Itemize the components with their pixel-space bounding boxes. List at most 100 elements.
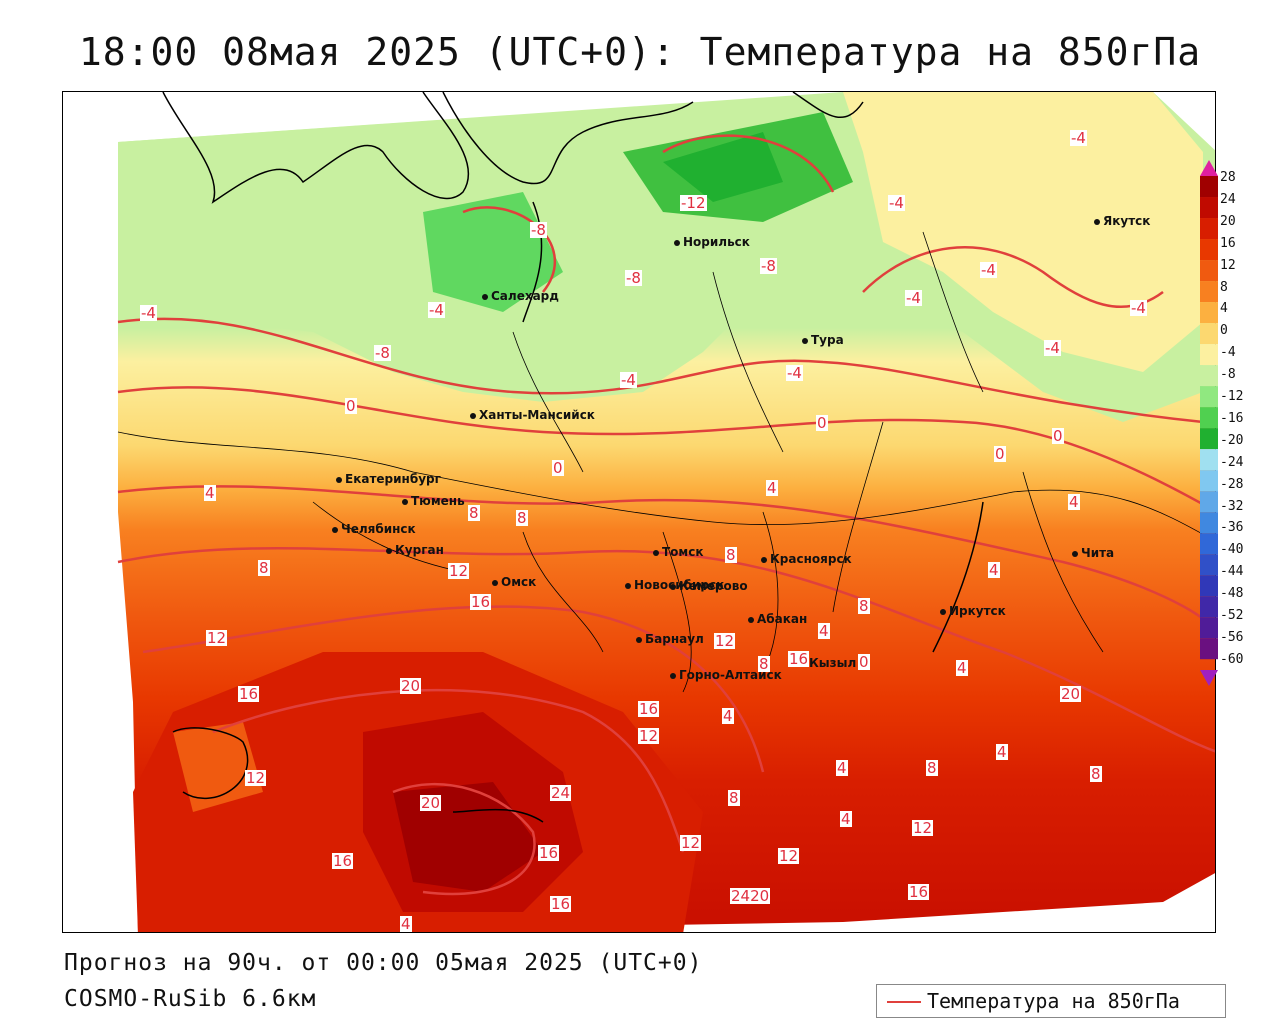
isotherm-label: -4 bbox=[905, 289, 922, 307]
city-dot bbox=[1072, 550, 1078, 557]
isotherm-label: -8 bbox=[625, 269, 642, 287]
city-name: Иркутск bbox=[949, 604, 1006, 618]
scale-tick-label: 8 bbox=[1220, 279, 1228, 295]
city-name: Кемерово bbox=[679, 579, 748, 593]
scale-swatch bbox=[1200, 365, 1218, 387]
isotherm-label: 8 bbox=[926, 759, 938, 777]
city-marker: Барнаул bbox=[636, 632, 704, 646]
isotherm-label: 12 bbox=[638, 727, 660, 745]
isotherm-label: 20 bbox=[1060, 685, 1082, 703]
city-name: Екатеринбург bbox=[345, 472, 441, 486]
isotherm-label: 16 bbox=[908, 883, 930, 901]
scale-tick-label: 12 bbox=[1220, 257, 1236, 273]
isotherm-label: 8 bbox=[758, 655, 770, 673]
city-marker: Томск bbox=[653, 545, 704, 559]
scale-tick-label: 20 bbox=[1220, 213, 1236, 229]
isotherm-label: 8 bbox=[258, 559, 270, 577]
scale-tick-label: -24 bbox=[1220, 454, 1244, 470]
scale-swatch bbox=[1200, 596, 1218, 618]
city-marker: Кемерово bbox=[670, 579, 748, 593]
scale-tick-label: -52 bbox=[1220, 608, 1244, 623]
isotherm-label: 0 bbox=[816, 414, 828, 432]
isotherm-label: 12 bbox=[206, 629, 228, 647]
scale-swatch bbox=[1200, 197, 1218, 219]
scale-tick-label: 28 bbox=[1220, 170, 1236, 185]
scale-tick-label: -28 bbox=[1220, 476, 1244, 492]
city-dot bbox=[336, 476, 342, 483]
city-name: Салехард bbox=[491, 289, 559, 303]
city-dot bbox=[386, 547, 392, 554]
scale-swatch bbox=[1200, 575, 1218, 597]
scale-swatch bbox=[1200, 218, 1218, 240]
city-dot bbox=[1094, 218, 1100, 225]
scale-swatch bbox=[1200, 386, 1218, 408]
isotherm-label: 0 bbox=[552, 459, 564, 477]
scale-swatch bbox=[1200, 323, 1218, 345]
isotherm-label: 0 bbox=[345, 397, 357, 415]
isotherm-label: 4 bbox=[840, 810, 852, 828]
scale-tick-label: -40 bbox=[1220, 542, 1244, 558]
scale-swatch bbox=[1200, 260, 1218, 282]
scale-swatch bbox=[1200, 344, 1218, 366]
city-dot bbox=[492, 579, 498, 586]
city-dot bbox=[670, 672, 676, 679]
cool-patch bbox=[173, 722, 263, 812]
isotherm-label: 0 bbox=[858, 653, 870, 671]
city-name: Курган bbox=[395, 543, 444, 557]
isotherm-label: 2420 bbox=[730, 887, 771, 905]
isotherm-label: 12 bbox=[245, 769, 267, 787]
scale-tick-label: -16 bbox=[1220, 410, 1244, 426]
isotherm-label: 4 bbox=[722, 707, 734, 725]
deep-cold-patch bbox=[423, 192, 563, 312]
scale-tick-label: -32 bbox=[1220, 498, 1244, 514]
isotherm-label: 24 bbox=[550, 784, 572, 802]
isotherm-label: 8 bbox=[858, 597, 870, 615]
scale-tick-label: -8 bbox=[1220, 367, 1236, 383]
isotherm-label: 8 bbox=[516, 509, 528, 527]
isotherm-label: -4 bbox=[786, 364, 803, 382]
city-name: Тура bbox=[811, 333, 844, 347]
scale-swatch bbox=[1200, 449, 1218, 471]
scale-tick-label: -44 bbox=[1220, 564, 1244, 580]
city-dot bbox=[653, 549, 659, 556]
scale-swatches bbox=[1200, 176, 1218, 660]
city-name: Горно-Алтайск bbox=[679, 668, 782, 682]
scale-tick-label: -48 bbox=[1220, 586, 1244, 602]
isotherm-label: 20 bbox=[400, 677, 422, 695]
isotherm-label: 4 bbox=[996, 743, 1008, 761]
city-name: Новосибирск bbox=[634, 578, 725, 592]
city-dot bbox=[761, 556, 767, 563]
legend-label: Температура на 850гПа bbox=[927, 989, 1180, 1013]
scale-swatch bbox=[1200, 281, 1218, 303]
city-name: Якутск bbox=[1103, 214, 1151, 228]
isotherm-label: 4 bbox=[1068, 493, 1080, 511]
isotherm-label: 12 bbox=[778, 847, 800, 865]
isotherm-label: -8 bbox=[530, 221, 547, 239]
isotherm-label: 4 bbox=[988, 561, 1000, 579]
scale-bottom-arrow bbox=[1200, 670, 1218, 686]
isotherm-label: -8 bbox=[374, 344, 391, 362]
isotherm-label: 8 bbox=[468, 504, 480, 522]
isotherm-label: -4 bbox=[140, 304, 157, 322]
city-marker: Курган bbox=[386, 543, 444, 557]
coastline bbox=[162, 92, 984, 823]
city-dot bbox=[748, 616, 754, 623]
city-dot bbox=[482, 293, 488, 300]
city-name: Кызыл bbox=[809, 656, 857, 670]
forecast-text: Прогноз на 90ч. от 00:00 05мая 2025 (UTC… bbox=[64, 950, 703, 976]
isotherm-label: 4 bbox=[766, 479, 778, 497]
city-marker: Екатеринбург bbox=[336, 472, 441, 486]
city-name: Челябинск bbox=[341, 522, 416, 536]
city-marker: Тура bbox=[802, 333, 844, 347]
isotherm-label: 4 bbox=[204, 484, 216, 502]
city-dot bbox=[940, 608, 946, 615]
scale-swatch bbox=[1200, 638, 1218, 660]
legend-line-swatch bbox=[887, 1001, 921, 1003]
isotherm-label: 16 bbox=[332, 852, 354, 870]
isotherm-label: 0 bbox=[1052, 427, 1064, 445]
isotherm-label: 4 bbox=[956, 659, 968, 677]
isotherm-label: -4 bbox=[1044, 339, 1061, 357]
isotherm-label: 16 bbox=[788, 650, 810, 668]
isotherm-label: -4 bbox=[1070, 129, 1087, 147]
isotherm-label: -8 bbox=[760, 257, 777, 275]
